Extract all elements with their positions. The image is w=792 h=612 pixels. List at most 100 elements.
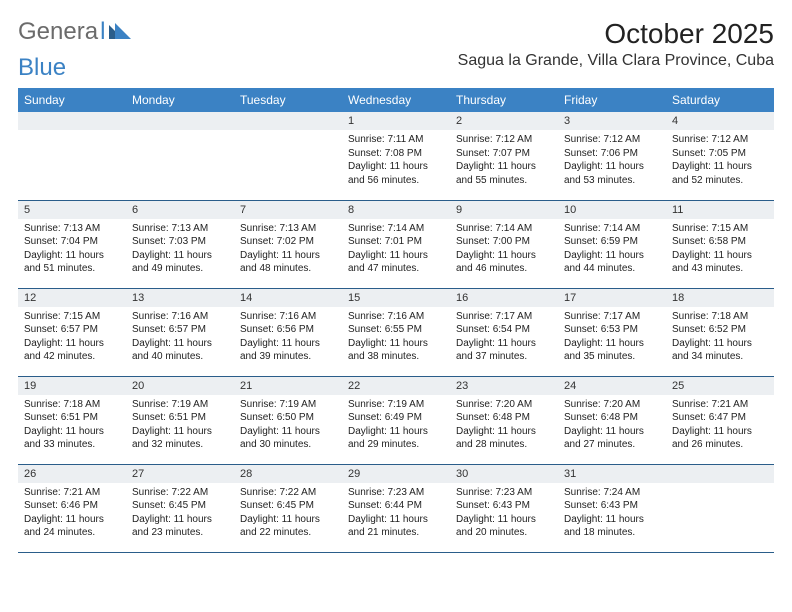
day-body: Sunrise: 7:13 AMSunset: 7:02 PMDaylight:… <box>234 219 342 280</box>
day-number-bar: 16 <box>450 289 558 307</box>
sunset-line: Sunset: 7:00 PM <box>456 235 552 249</box>
day-body: Sunrise: 7:13 AMSunset: 7:04 PMDaylight:… <box>18 219 126 280</box>
sunrise-line: Sunrise: 7:22 AM <box>240 486 336 500</box>
calendar-day-cell: 15Sunrise: 7:16 AMSunset: 6:55 PMDayligh… <box>342 288 450 376</box>
calendar-day-cell: 4Sunrise: 7:12 AMSunset: 7:05 PMDaylight… <box>666 112 774 200</box>
calendar-week-row: 19Sunrise: 7:18 AMSunset: 6:51 PMDayligh… <box>18 376 774 464</box>
day-body: Sunrise: 7:19 AMSunset: 6:49 PMDaylight:… <box>342 395 450 456</box>
calendar-day-cell: 16Sunrise: 7:17 AMSunset: 6:54 PMDayligh… <box>450 288 558 376</box>
calendar-day-cell: 7Sunrise: 7:13 AMSunset: 7:02 PMDaylight… <box>234 200 342 288</box>
calendar-head: SundayMondayTuesdayWednesdayThursdayFrid… <box>18 88 774 112</box>
day-body-empty <box>18 130 126 180</box>
day-number-bar: 29 <box>342 465 450 483</box>
calendar-day-cell: 10Sunrise: 7:14 AMSunset: 6:59 PMDayligh… <box>558 200 666 288</box>
day-header: Friday <box>558 88 666 112</box>
daylight-line: Daylight: 11 hours and 35 minutes. <box>564 337 660 364</box>
day-number-bar: 10 <box>558 201 666 219</box>
day-number-bar: 25 <box>666 377 774 395</box>
daylight-line: Daylight: 11 hours and 51 minutes. <box>24 249 120 276</box>
sunrise-line: Sunrise: 7:15 AM <box>672 222 768 236</box>
daylight-line: Daylight: 11 hours and 32 minutes. <box>132 425 228 452</box>
daylight-line: Daylight: 11 hours and 23 minutes. <box>132 513 228 540</box>
sunset-line: Sunset: 7:06 PM <box>564 147 660 161</box>
daylight-line: Daylight: 11 hours and 30 minutes. <box>240 425 336 452</box>
sunrise-line: Sunrise: 7:20 AM <box>456 398 552 412</box>
sunset-line: Sunset: 7:05 PM <box>672 147 768 161</box>
calendar-day-cell: 21Sunrise: 7:19 AMSunset: 6:50 PMDayligh… <box>234 376 342 464</box>
sunset-line: Sunset: 6:45 PM <box>132 499 228 513</box>
sunrise-line: Sunrise: 7:14 AM <box>456 222 552 236</box>
day-number-bar: 8 <box>342 201 450 219</box>
daylight-line: Daylight: 11 hours and 48 minutes. <box>240 249 336 276</box>
day-body: Sunrise: 7:19 AMSunset: 6:50 PMDaylight:… <box>234 395 342 456</box>
calendar-week-row: 5Sunrise: 7:13 AMSunset: 7:04 PMDaylight… <box>18 200 774 288</box>
calendar-week-row: 26Sunrise: 7:21 AMSunset: 6:46 PMDayligh… <box>18 464 774 552</box>
day-body: Sunrise: 7:22 AMSunset: 6:45 PMDaylight:… <box>234 483 342 544</box>
day-number-bar: 22 <box>342 377 450 395</box>
sunset-line: Sunset: 6:44 PM <box>348 499 444 513</box>
sunset-line: Sunset: 6:54 PM <box>456 323 552 337</box>
sunset-line: Sunset: 6:48 PM <box>456 411 552 425</box>
day-number-bar: 28 <box>234 465 342 483</box>
daylight-line: Daylight: 11 hours and 26 minutes. <box>672 425 768 452</box>
sunrise-line: Sunrise: 7:11 AM <box>348 133 444 147</box>
day-body: Sunrise: 7:17 AMSunset: 6:54 PMDaylight:… <box>450 307 558 368</box>
day-number-bar <box>234 112 342 130</box>
sunset-line: Sunset: 7:01 PM <box>348 235 444 249</box>
calendar-table: SundayMondayTuesdayWednesdayThursdayFrid… <box>18 88 774 553</box>
sunset-line: Sunset: 6:45 PM <box>240 499 336 513</box>
daylight-line: Daylight: 11 hours and 22 minutes. <box>240 513 336 540</box>
sunset-line: Sunset: 6:50 PM <box>240 411 336 425</box>
calendar-day-cell <box>666 464 774 552</box>
sunset-line: Sunset: 7:08 PM <box>348 147 444 161</box>
sunset-line: Sunset: 6:46 PM <box>24 499 120 513</box>
day-number-bar: 26 <box>18 465 126 483</box>
sunrise-line: Sunrise: 7:19 AM <box>240 398 336 412</box>
sunrise-line: Sunrise: 7:17 AM <box>564 310 660 324</box>
day-number-bar: 15 <box>342 289 450 307</box>
daylight-line: Daylight: 11 hours and 18 minutes. <box>564 513 660 540</box>
day-body: Sunrise: 7:24 AMSunset: 6:43 PMDaylight:… <box>558 483 666 544</box>
logo-text-l: l <box>100 18 105 46</box>
daylight-line: Daylight: 11 hours and 29 minutes. <box>348 425 444 452</box>
sunrise-line: Sunrise: 7:18 AM <box>24 398 120 412</box>
calendar-week-row: 12Sunrise: 7:15 AMSunset: 6:57 PMDayligh… <box>18 288 774 376</box>
month-title: October 2025 <box>458 18 774 50</box>
sunrise-line: Sunrise: 7:13 AM <box>132 222 228 236</box>
daylight-line: Daylight: 11 hours and 39 minutes. <box>240 337 336 364</box>
day-number-bar <box>126 112 234 130</box>
title-block: October 2025 Sagua la Grande, Villa Clar… <box>458 18 774 70</box>
day-number-bar: 17 <box>558 289 666 307</box>
day-body: Sunrise: 7:21 AMSunset: 6:47 PMDaylight:… <box>666 395 774 456</box>
daylight-line: Daylight: 11 hours and 24 minutes. <box>24 513 120 540</box>
day-body: Sunrise: 7:13 AMSunset: 7:03 PMDaylight:… <box>126 219 234 280</box>
day-body: Sunrise: 7:16 AMSunset: 6:56 PMDaylight:… <box>234 307 342 368</box>
sunrise-line: Sunrise: 7:19 AM <box>132 398 228 412</box>
calendar-day-cell: 31Sunrise: 7:24 AMSunset: 6:43 PMDayligh… <box>558 464 666 552</box>
sunrise-line: Sunrise: 7:17 AM <box>456 310 552 324</box>
day-body: Sunrise: 7:11 AMSunset: 7:08 PMDaylight:… <box>342 130 450 191</box>
sunrise-line: Sunrise: 7:16 AM <box>240 310 336 324</box>
day-body: Sunrise: 7:15 AMSunset: 6:57 PMDaylight:… <box>18 307 126 368</box>
sunset-line: Sunset: 6:47 PM <box>672 411 768 425</box>
day-body: Sunrise: 7:23 AMSunset: 6:43 PMDaylight:… <box>450 483 558 544</box>
day-number-bar: 13 <box>126 289 234 307</box>
day-number-bar: 12 <box>18 289 126 307</box>
location-subtitle: Sagua la Grande, Villa Clara Province, C… <box>458 52 774 70</box>
logo-triangle-icon <box>109 21 131 39</box>
logo-text-blue: Blue <box>18 54 66 82</box>
day-number-bar: 20 <box>126 377 234 395</box>
day-body: Sunrise: 7:12 AMSunset: 7:06 PMDaylight:… <box>558 130 666 191</box>
daylight-line: Daylight: 11 hours and 44 minutes. <box>564 249 660 276</box>
daylight-line: Daylight: 11 hours and 53 minutes. <box>564 160 660 187</box>
daylight-line: Daylight: 11 hours and 46 minutes. <box>456 249 552 276</box>
daylight-line: Daylight: 11 hours and 37 minutes. <box>456 337 552 364</box>
logo-text-general: Genera <box>18 18 98 46</box>
sunrise-line: Sunrise: 7:14 AM <box>564 222 660 236</box>
sunset-line: Sunset: 6:48 PM <box>564 411 660 425</box>
day-number-bar: 6 <box>126 201 234 219</box>
daylight-line: Daylight: 11 hours and 52 minutes. <box>672 160 768 187</box>
day-number-bar: 7 <box>234 201 342 219</box>
daylight-line: Daylight: 11 hours and 40 minutes. <box>132 337 228 364</box>
daylight-line: Daylight: 11 hours and 33 minutes. <box>24 425 120 452</box>
